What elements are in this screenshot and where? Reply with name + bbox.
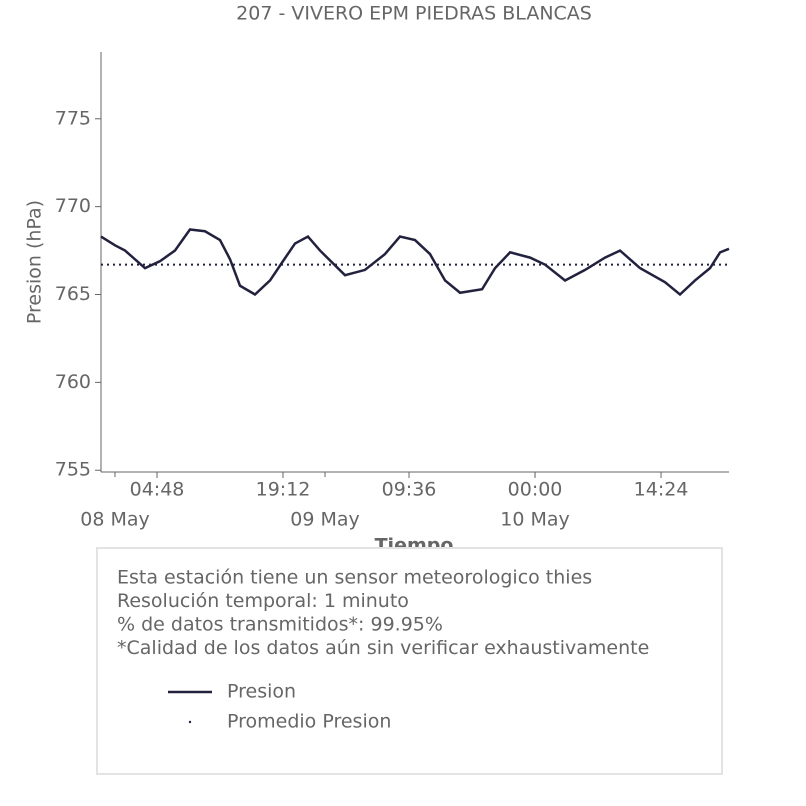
chart-title: 207 - VIVERO EPM PIEDRAS BLANCAS [236, 3, 592, 25]
y-tick-label: 755 [55, 459, 91, 481]
info-text: *Calidad de los datos aún sin verificar … [117, 637, 649, 659]
info-box [96, 547, 723, 775]
legend-label: Promedio Presion [227, 711, 391, 733]
x-date-label: 09 May [290, 509, 360, 531]
y-tick-label: 770 [55, 195, 91, 217]
x-date-label: 08 May [80, 509, 150, 531]
x-tick-label: 19:12 [256, 479, 311, 501]
y-tick-label: 760 [55, 371, 91, 393]
x-tick-label: 14:24 [634, 479, 689, 501]
legend-label: Presion [227, 681, 296, 703]
legend-symbol [188, 720, 192, 724]
info-text: % de datos transmitidos*: 99.95% [117, 614, 443, 636]
info-text: Esta estación tiene un sensor meteorolog… [117, 567, 592, 589]
data-line [100, 228, 730, 297]
x-tick-label: 04:48 [130, 479, 185, 501]
x-tick-label: 09:36 [382, 479, 437, 501]
y-axis-label: Presion (hPa) [24, 200, 46, 324]
info-text: Resolución temporal: 1 minuto [117, 590, 409, 612]
x-date-label: 10 May [500, 509, 570, 531]
y-tick-label: 775 [55, 107, 91, 129]
x-tick-label: 00:00 [508, 479, 563, 501]
y-tick-label: 765 [55, 283, 91, 305]
